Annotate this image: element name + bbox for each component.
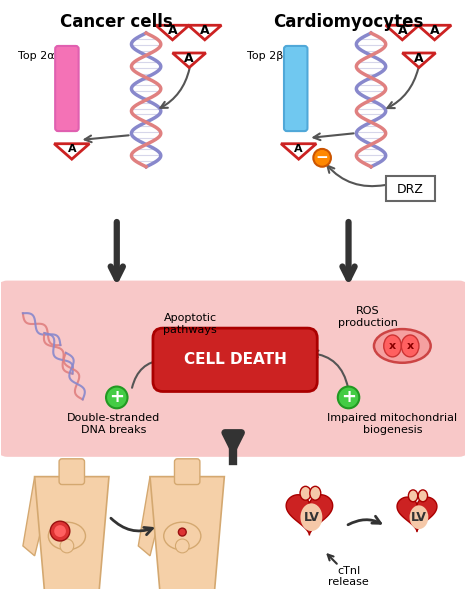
Ellipse shape — [418, 490, 428, 502]
Circle shape — [338, 387, 359, 408]
Polygon shape — [35, 476, 109, 590]
Text: Top 2α: Top 2α — [18, 51, 54, 61]
Ellipse shape — [409, 490, 418, 502]
Polygon shape — [23, 476, 45, 556]
Ellipse shape — [384, 335, 401, 357]
Polygon shape — [188, 26, 221, 40]
Ellipse shape — [310, 486, 321, 500]
Ellipse shape — [300, 486, 311, 500]
Text: A: A — [294, 144, 303, 154]
Text: Cancer cells: Cancer cells — [60, 13, 173, 31]
Text: −: − — [316, 150, 328, 165]
Circle shape — [106, 387, 128, 408]
FancyBboxPatch shape — [59, 459, 84, 485]
Text: Impaired mitochondrial
biogenesis: Impaired mitochondrial biogenesis — [328, 413, 457, 435]
Ellipse shape — [374, 329, 431, 363]
Text: +: + — [109, 388, 124, 406]
Polygon shape — [286, 495, 333, 535]
Text: Double-stranded
DNA breaks: Double-stranded DNA breaks — [67, 413, 161, 435]
Ellipse shape — [164, 522, 201, 550]
Text: LV: LV — [303, 511, 319, 524]
Ellipse shape — [48, 522, 85, 550]
FancyBboxPatch shape — [0, 280, 469, 457]
Polygon shape — [54, 144, 90, 159]
Ellipse shape — [410, 505, 428, 529]
Polygon shape — [397, 497, 437, 532]
Polygon shape — [138, 476, 160, 556]
Text: x: x — [407, 341, 414, 351]
Text: Apoptotic
pathways: Apoptotic pathways — [163, 313, 217, 335]
FancyBboxPatch shape — [174, 459, 200, 485]
Text: cTnI
release: cTnI release — [328, 565, 369, 587]
Ellipse shape — [401, 335, 419, 357]
Circle shape — [50, 521, 70, 541]
FancyBboxPatch shape — [55, 46, 79, 131]
Polygon shape — [386, 26, 419, 40]
Text: ROS
production: ROS production — [338, 307, 398, 328]
Text: DRZ: DRZ — [397, 183, 424, 196]
Circle shape — [54, 525, 66, 537]
Text: A: A — [184, 52, 194, 65]
Text: A: A — [67, 144, 76, 154]
Text: Cardiomyocytes: Cardiomyocytes — [273, 13, 424, 31]
Polygon shape — [281, 144, 316, 159]
Polygon shape — [418, 26, 451, 40]
FancyBboxPatch shape — [153, 328, 317, 391]
Text: x: x — [389, 341, 396, 351]
Text: A: A — [398, 24, 407, 37]
Circle shape — [313, 149, 331, 167]
FancyBboxPatch shape — [284, 46, 308, 131]
Text: A: A — [168, 24, 177, 37]
Polygon shape — [156, 26, 189, 40]
Circle shape — [175, 539, 189, 553]
FancyBboxPatch shape — [386, 176, 435, 201]
Circle shape — [178, 528, 186, 536]
Text: A: A — [200, 24, 210, 37]
Polygon shape — [150, 476, 224, 590]
Text: LV: LV — [411, 511, 427, 524]
Polygon shape — [402, 53, 436, 68]
Text: CELL DEATH: CELL DEATH — [183, 352, 287, 367]
Text: Top 2β: Top 2β — [247, 51, 283, 61]
Text: A: A — [414, 52, 424, 65]
Ellipse shape — [301, 503, 322, 531]
Text: +: + — [341, 388, 356, 406]
Text: A: A — [430, 24, 439, 37]
Circle shape — [60, 539, 74, 553]
Polygon shape — [173, 53, 206, 68]
